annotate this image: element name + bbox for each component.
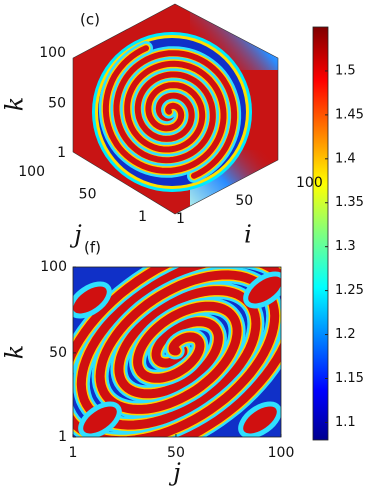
x-tick-label: 1 xyxy=(69,445,78,461)
panel-label: (f) xyxy=(84,239,101,257)
y-tick-label: 1 xyxy=(58,429,67,445)
x-tick-label: 100 xyxy=(268,445,295,461)
colorbar-tick-label: 1.25 xyxy=(335,283,364,298)
colorbar-tick-label: 1.1 xyxy=(335,415,356,430)
volume-outline xyxy=(72,3,279,215)
pattern-core xyxy=(113,50,238,179)
colorbar xyxy=(312,26,329,441)
tick-label: 1 xyxy=(176,211,185,227)
tick-label: 100 xyxy=(296,175,323,191)
tick-label: 1 xyxy=(57,145,66,161)
axis-label: k xyxy=(1,345,29,360)
pattern-core xyxy=(73,267,280,437)
pattern-core xyxy=(102,45,227,174)
tick-label: 50 xyxy=(235,193,253,209)
tick-label: 50 xyxy=(79,187,97,203)
colorbar-tick-label: 1.3 xyxy=(335,239,356,254)
tick-label: 50 xyxy=(48,96,66,112)
slice-image xyxy=(73,267,281,437)
tick-label: 100 xyxy=(39,45,66,61)
panel-label: (c) xyxy=(80,11,100,29)
y-tick-label: 100 xyxy=(40,259,67,275)
tick-label: 100 xyxy=(18,164,45,180)
x-tick-label: 50 xyxy=(167,445,185,461)
pattern-blob xyxy=(243,271,281,309)
colorbar-tick-label: 1.5 xyxy=(335,63,356,78)
axis-label: i xyxy=(244,221,252,249)
colorbar-tick-label: 1.35 xyxy=(335,195,364,210)
pattern-blob xyxy=(78,401,122,437)
axis-label: j xyxy=(168,459,181,487)
colorbar-tick-label: 1.15 xyxy=(335,371,364,386)
colorbar-tick-label: 1.45 xyxy=(335,107,364,122)
axis-label: j xyxy=(69,221,82,249)
slice-frame xyxy=(72,266,282,438)
colorbar-tick-label: 1.2 xyxy=(335,327,356,342)
axis-label: k xyxy=(1,97,29,112)
pattern-blob xyxy=(238,401,281,437)
colorbar-tick-label: 1.4 xyxy=(335,151,356,166)
pattern-core xyxy=(76,267,281,437)
tick-label: 1 xyxy=(138,209,147,225)
pattern-blob xyxy=(73,281,112,319)
y-tick-label: 50 xyxy=(49,345,67,361)
